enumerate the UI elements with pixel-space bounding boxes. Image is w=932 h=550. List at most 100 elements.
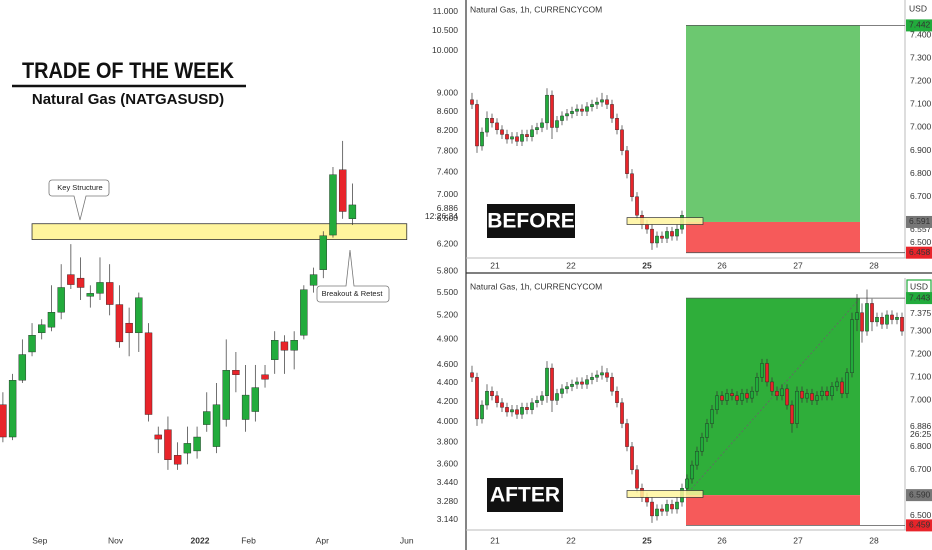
candle-body — [605, 372, 609, 378]
candle-body — [760, 363, 764, 378]
candle-body — [535, 127, 539, 131]
countdown: 26:25 — [910, 429, 932, 439]
candle-body — [815, 395, 819, 401]
y-tick-label: 7.100 — [910, 372, 932, 382]
candle-body — [18, 354, 27, 381]
candle-body — [38, 324, 46, 334]
candle-body — [675, 228, 679, 237]
candle-body — [144, 332, 153, 415]
candle-body — [765, 363, 769, 383]
candle-body — [555, 393, 559, 401]
y-tick-label: 10.500 — [432, 25, 458, 35]
candle-body — [800, 390, 804, 399]
candle-body — [212, 404, 221, 447]
candle-body — [730, 393, 734, 397]
y-tick-label: 5.800 — [437, 265, 459, 275]
candle-body — [485, 390, 489, 406]
candle-body — [203, 411, 211, 425]
candle-body — [655, 235, 659, 244]
candle-body — [530, 402, 534, 410]
candle-body — [750, 390, 754, 399]
price-badge-label: 6.591 — [909, 216, 931, 226]
last-price: 6.886 — [910, 421, 932, 431]
x-tick-label: Jun — [400, 535, 414, 545]
x-tick-label: Feb — [241, 535, 256, 545]
candle-body — [309, 274, 318, 286]
candle-body — [545, 94, 549, 124]
candle-body — [870, 303, 874, 323]
y-tick-label: 7.100 — [910, 99, 932, 109]
candle-body — [630, 173, 634, 197]
candle-body — [115, 304, 124, 343]
candle-body — [86, 293, 94, 297]
x-tick-label: 26 — [717, 260, 727, 270]
y-tick-label: 6.700 — [910, 464, 932, 474]
x-tick-label: 27 — [793, 260, 803, 270]
candle-body — [125, 322, 133, 334]
y-tick-label: 3.280 — [437, 496, 459, 506]
y-tick-label: 3.800 — [437, 437, 459, 447]
candle-body — [660, 508, 664, 512]
candle-body — [615, 390, 619, 403]
price-badge — [906, 246, 932, 259]
candle-body — [610, 377, 614, 392]
candle-body — [540, 395, 544, 401]
y-tick-label: 7.400 — [910, 29, 932, 39]
x-tick-label: 22 — [566, 535, 576, 545]
candle-body — [620, 129, 624, 151]
y-tick-label: 9.000 — [437, 87, 459, 97]
x-tick-label: 21 — [490, 535, 500, 545]
y-tick-label: 4.600 — [437, 359, 459, 369]
candle-body — [795, 390, 799, 424]
candle-body — [600, 99, 604, 103]
candle-body — [570, 111, 574, 114]
candle-body — [560, 388, 564, 394]
candle-body — [261, 374, 269, 380]
candle-body — [865, 303, 869, 332]
candle-body — [550, 367, 554, 401]
candle-body — [805, 393, 809, 399]
candle-body — [785, 388, 789, 406]
y-tick-label: 4.200 — [437, 396, 459, 406]
candle-body — [565, 113, 569, 117]
title: TRADE OF THE WEEK — [22, 58, 234, 83]
candle-body — [695, 451, 699, 466]
candle-body — [810, 393, 814, 401]
candle-body — [770, 381, 774, 392]
candle-body — [605, 99, 609, 105]
candle-body — [665, 504, 669, 512]
y-tick-label: 7.400 — [437, 167, 459, 177]
candle-body — [475, 377, 479, 420]
y-tick-label: 6.500 — [910, 510, 932, 520]
y-tick-label: 7.000 — [910, 122, 932, 132]
candle-body — [550, 94, 554, 128]
currency: USD — [910, 281, 928, 291]
candle-body — [600, 372, 604, 376]
candle-body — [895, 317, 899, 320]
y-tick-label: 7.300 — [910, 325, 932, 335]
candle-body — [545, 367, 549, 397]
candle-body — [755, 377, 759, 392]
candle-body — [28, 335, 36, 353]
candle-body — [690, 464, 694, 480]
x-tick-label: 22 — [566, 260, 576, 270]
y-tick-label: 6.700 — [910, 191, 932, 201]
annotation: Key Structure — [57, 183, 102, 192]
candle-body — [290, 340, 298, 351]
chart-legend: Natural Gas, 1h, CURRENCYCOM — [470, 281, 602, 291]
candle-body — [705, 423, 709, 438]
y-tick-label: 4.400 — [437, 377, 459, 387]
last-price: 6.886 — [437, 203, 459, 213]
subtitle: Natural Gas (NATGASUSD) — [32, 91, 224, 108]
candle-body — [585, 379, 589, 385]
candle-body — [67, 274, 75, 285]
candle-body — [670, 504, 674, 510]
x-tick-label: 25 — [642, 260, 652, 270]
candle-body — [580, 381, 584, 385]
y-tick-label: 8.200 — [437, 125, 459, 135]
candle-body — [855, 312, 859, 320]
candle-body — [485, 118, 489, 133]
candle-body — [241, 394, 250, 420]
y-tick-label: 4.000 — [437, 416, 459, 426]
price-badge — [906, 292, 932, 305]
